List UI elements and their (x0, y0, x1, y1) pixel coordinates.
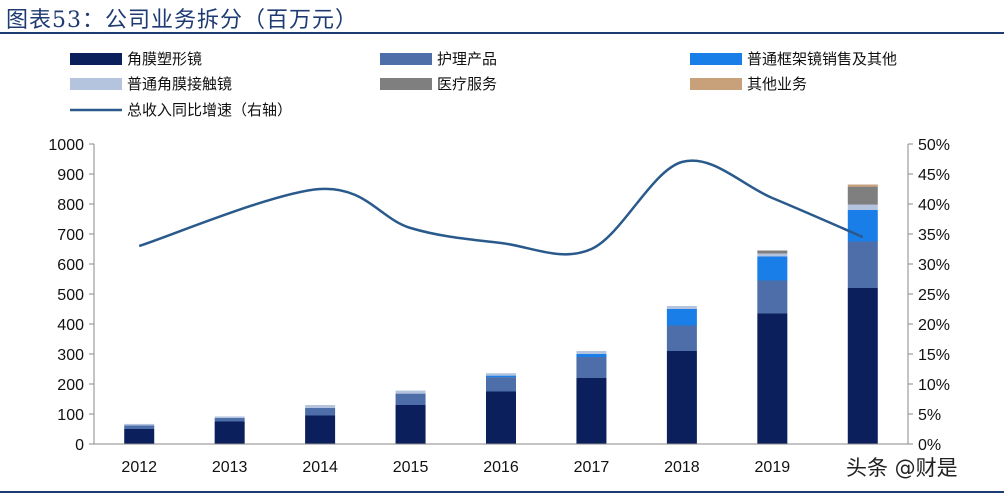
legend-label-1: 角膜塑形镜 (127, 50, 202, 68)
left-tick-label: 600 (57, 257, 84, 274)
right-tick-label: 40% (918, 197, 950, 214)
right-tick-label: 45% (918, 167, 950, 184)
right-tick-label: 35% (918, 227, 950, 244)
growth-line (138, 159, 864, 256)
right-tick-label: 50% (918, 137, 950, 154)
legend-label-5: 医疗服务 (437, 75, 497, 93)
title-divider (0, 32, 1004, 34)
x-tick-label: 2016 (483, 459, 519, 476)
chart-title: 图表53：公司业务拆分（百万元） (6, 8, 358, 33)
legend-label-3: 普通框架镜销售及其他 (747, 50, 897, 68)
legend-swatch-3 (690, 53, 742, 65)
bar-2016-series-4 (486, 373, 516, 376)
bar-2019-series-3 (757, 256, 788, 281)
x-tick-label: 2015 (393, 459, 429, 476)
bars (124, 184, 878, 444)
x-tick-label: 2017 (574, 459, 610, 476)
bar-2012-series-4 (124, 423, 155, 426)
left-tick-label: 200 (57, 377, 84, 394)
bar-2015-series-1 (395, 405, 426, 444)
growth-line-layer (138, 159, 864, 256)
legend-label-2: 护理产品 (437, 50, 497, 68)
bar-2019-series-5 (757, 250, 788, 254)
bar-2017-series-1 (576, 378, 607, 444)
bar-2019-series-1 (757, 313, 788, 444)
bar-2017-series-2 (576, 357, 607, 378)
bar-2012-series-2 (124, 425, 155, 429)
bar-2015-series-4 (395, 390, 426, 394)
legend-swatch-6 (690, 78, 742, 90)
bar-2018-series-1 (666, 351, 697, 444)
legend-swatch-1 (70, 53, 122, 65)
bar-2017-series-4 (576, 351, 607, 354)
bar-2020-series-4 (847, 204, 878, 210)
legend-label-growth: 总收入同比增速（右轴） (127, 101, 292, 119)
left-tick-label: 100 (57, 407, 84, 424)
watermark: 头条 @财是 (842, 452, 962, 482)
left-tick-label: 800 (57, 197, 84, 214)
bar-2018-series-4 (666, 306, 697, 309)
bar-2020-series-6 (847, 184, 878, 187)
right-tick-label: 15% (918, 347, 950, 364)
bar-2017-series-3 (576, 354, 607, 357)
bar-2020-series-5 (847, 186, 878, 205)
bar-2012-series-1 (124, 429, 155, 444)
bar-2019-series-2 (757, 280, 788, 314)
right-tick-label: 30% (918, 257, 950, 274)
legend-label-4: 普通角膜接触镜 (127, 75, 232, 93)
x-tick-label: 2014 (302, 459, 338, 476)
bar-2019-series-4 (757, 253, 788, 257)
left-tick-label: 400 (57, 317, 84, 334)
left-tick-label: 700 (57, 227, 84, 244)
bar-2014-series-2 (305, 408, 336, 416)
bar-2013-series-4 (214, 416, 245, 418)
right-tick-label: 0% (918, 437, 941, 454)
right-tick-label: 25% (918, 287, 950, 304)
bar-2014-series-4 (305, 405, 336, 408)
right-tick-label: 10% (918, 377, 950, 394)
left-tick-label: 300 (57, 347, 84, 364)
bar-2013-series-1 (214, 421, 245, 444)
bar-2018-series-3 (666, 309, 697, 326)
left-tick-label: 0 (75, 437, 84, 454)
bar-2016-series-1 (486, 391, 516, 444)
bottom-divider (0, 491, 1004, 493)
x-tick-label: 2018 (664, 459, 700, 476)
left-tick-label: 500 (57, 287, 84, 304)
bar-2016-series-2 (486, 377, 516, 392)
bar-2013-series-2 (214, 417, 245, 422)
legend-swatch-5 (380, 78, 432, 90)
right-tick-label: 20% (918, 317, 950, 334)
left-tick-label: 1000 (48, 137, 84, 154)
legend-label-6: 其他业务 (747, 75, 807, 93)
x-tick-label: 2019 (755, 459, 791, 476)
bar-2020-series-1 (847, 288, 878, 444)
legend-swatch-2 (380, 53, 432, 65)
bar-2020-series-2 (847, 241, 878, 288)
right-axis: 0% 5% 10% 15% 20% 25% 30% 35% 40% 45% 50% (907, 137, 950, 454)
x-axis: 2012 2013 2014 2015 2016 2017 2018 2019 (94, 443, 908, 476)
x-tick-label: 2013 (212, 459, 248, 476)
bar-2014-series-1 (305, 415, 336, 444)
bar-2018-series-2 (666, 325, 697, 351)
left-axis: 0 100 200 300 400 500 600 700 800 900 1000 (48, 137, 95, 454)
right-tick-label: 5% (918, 407, 941, 424)
x-tick-label: 2012 (121, 459, 157, 476)
bar-2015-series-2 (395, 393, 426, 405)
bar-2016-series-3 (486, 375, 516, 378)
left-tick-label: 900 (57, 167, 84, 184)
legend-swatch-4 (70, 78, 122, 90)
